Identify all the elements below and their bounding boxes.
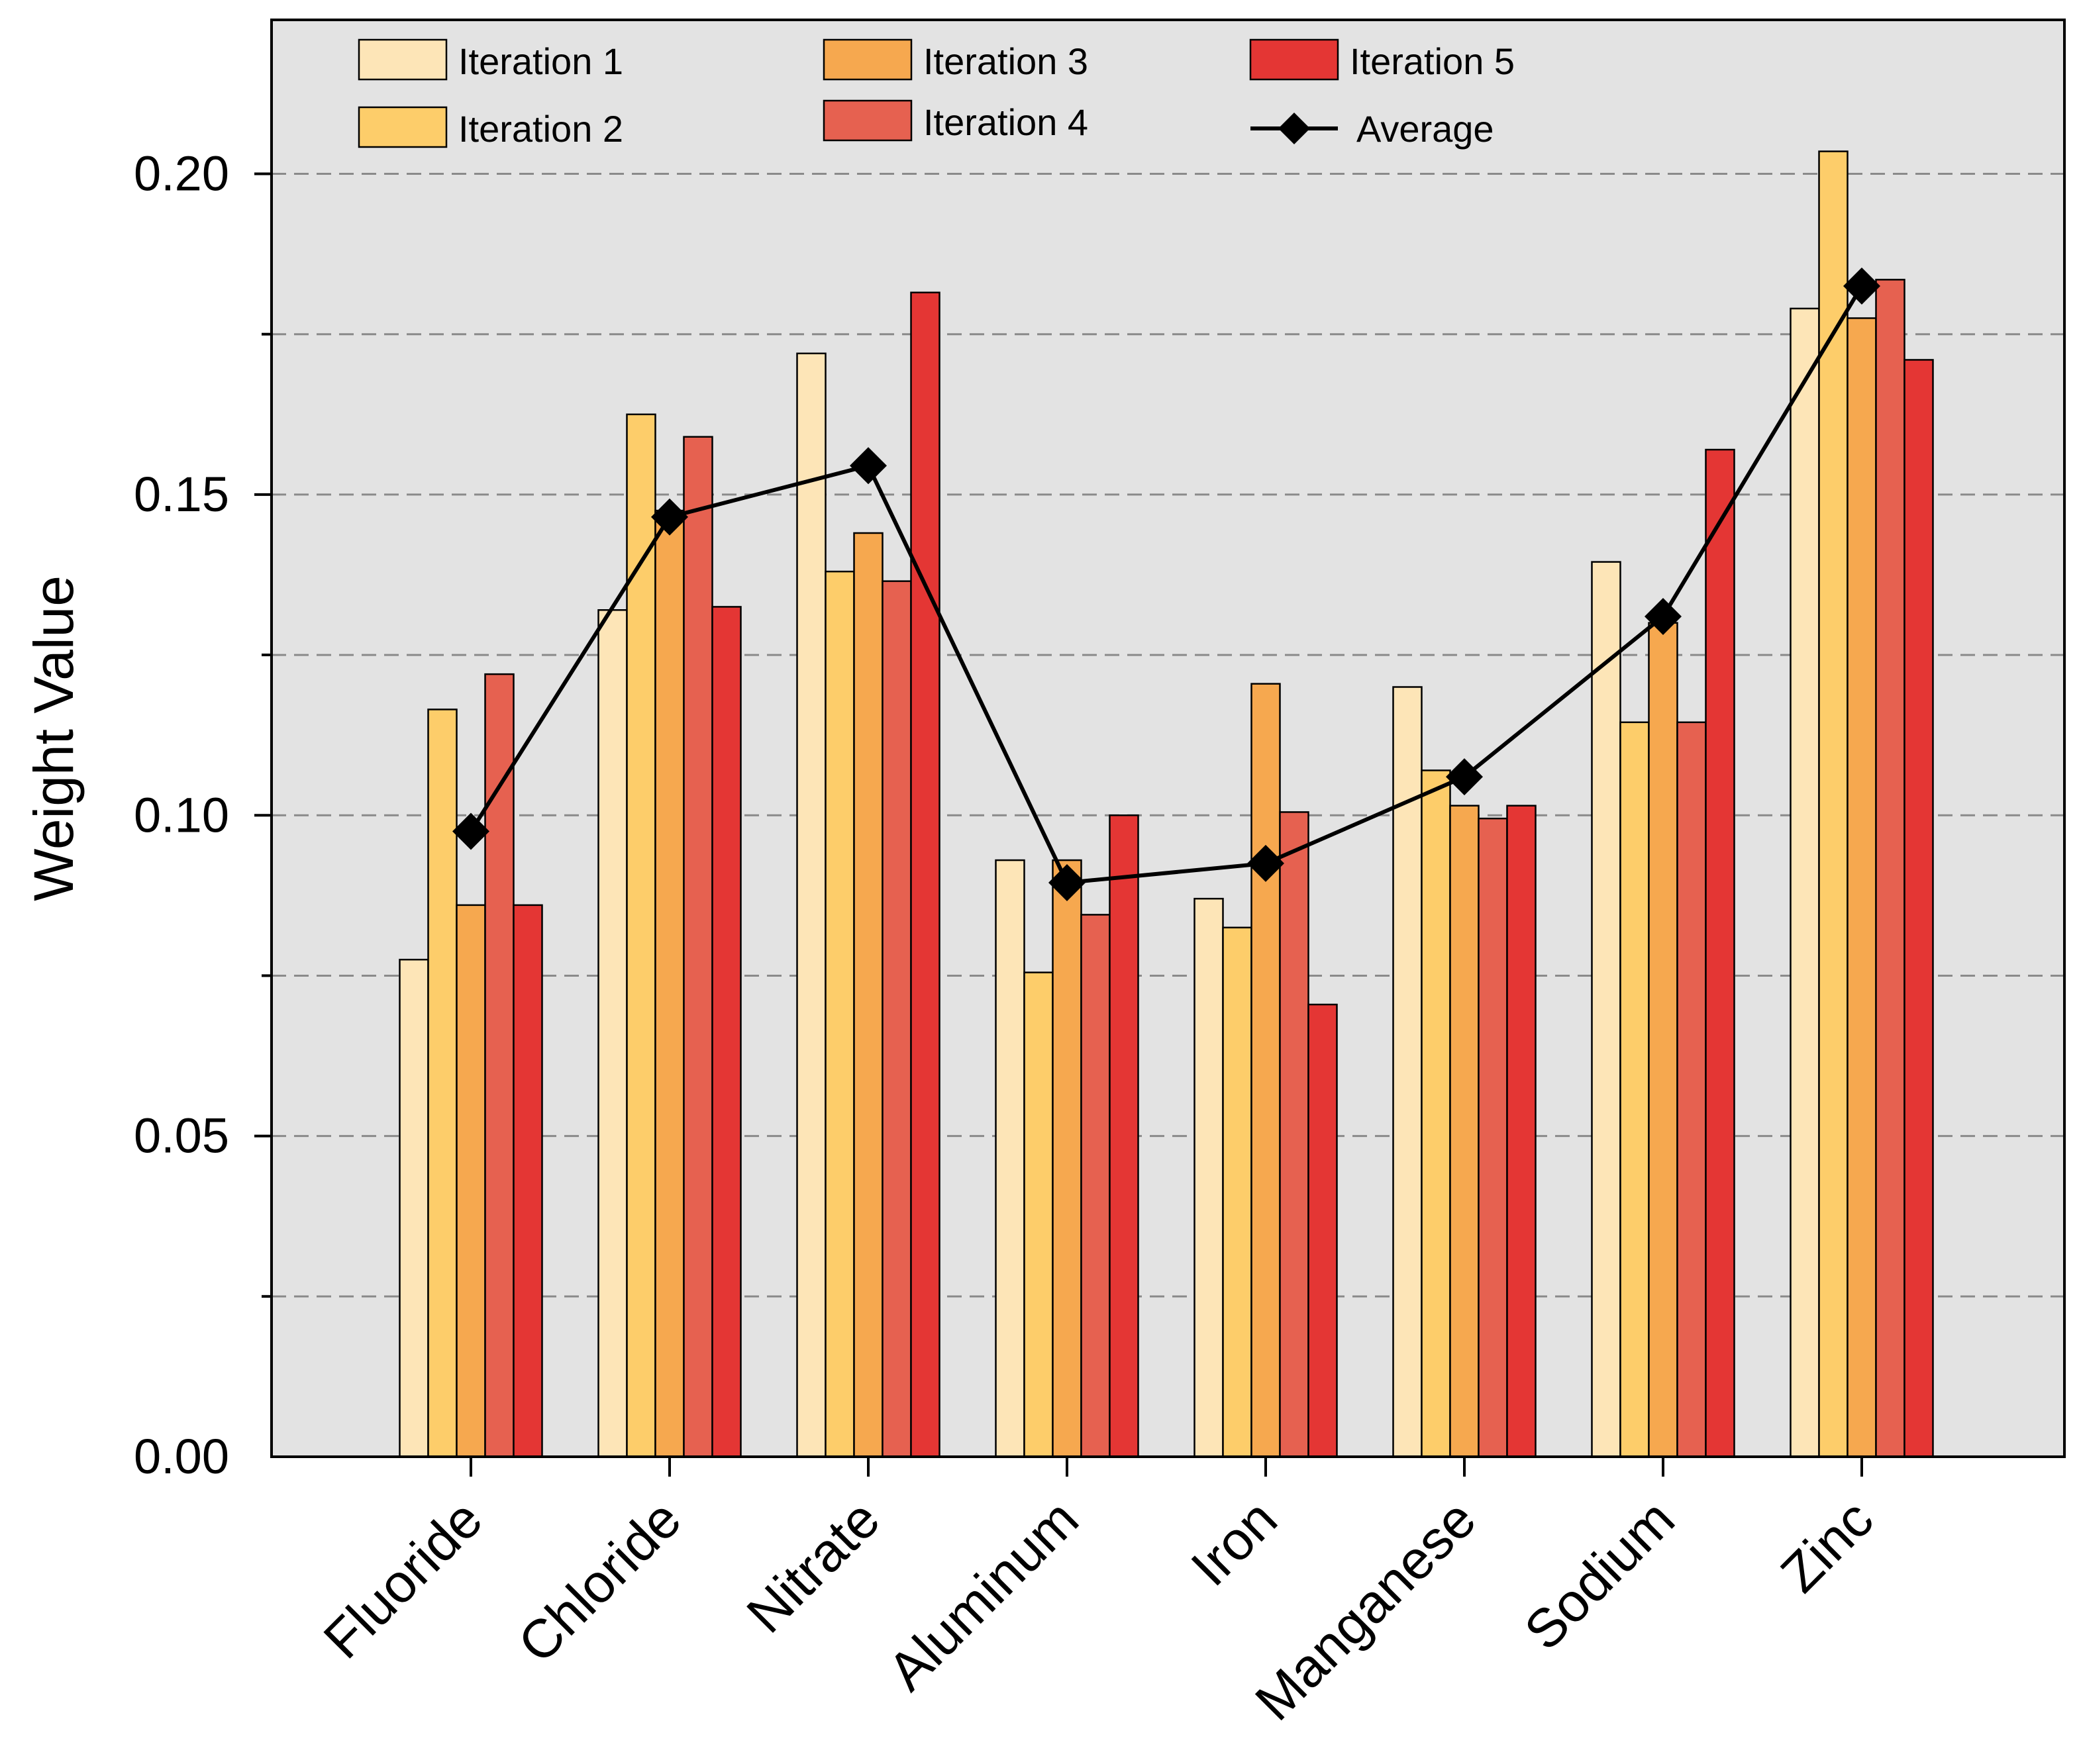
legend: Iteration 1 Iteration 2 Iteration 3 Iterati… <box>358 38 1515 150</box>
legend-swatch <box>358 38 448 81</box>
average-marker <box>1645 597 1682 635</box>
bars-group <box>399 150 1934 1458</box>
bar <box>654 509 685 1458</box>
bar <box>626 413 656 1458</box>
bar <box>1875 279 1905 1458</box>
bar <box>456 904 486 1458</box>
bar <box>683 436 713 1458</box>
legend-label: Iteration 2 <box>458 108 623 150</box>
bar <box>1109 814 1139 1458</box>
bar <box>910 291 940 1458</box>
bar <box>1250 683 1281 1458</box>
bar <box>853 532 884 1458</box>
legend-label: Iteration 5 <box>1350 40 1515 82</box>
x-tick-label: Sodium <box>1513 1489 1686 1661</box>
bar <box>1080 914 1111 1458</box>
legend-label: Average <box>1356 108 1494 150</box>
bar <box>1222 926 1252 1458</box>
bar <box>1478 817 1508 1458</box>
average-marker <box>1843 268 1880 305</box>
plot-area-background <box>272 20 2064 1457</box>
bar <box>1023 971 1054 1458</box>
bar <box>1279 811 1309 1458</box>
average-line <box>469 285 1864 885</box>
x-tick-label: Aluminum <box>877 1489 1090 1702</box>
plot-frame <box>270 19 2066 1458</box>
average-marker <box>1048 863 1086 901</box>
x-tick-label: Fluoride <box>313 1489 494 1670</box>
bar <box>796 352 827 1458</box>
bar <box>1506 805 1537 1458</box>
average-marker <box>452 812 489 850</box>
y-axis: 0.00 0.05 0.10 0.15 0.20 <box>134 146 272 1484</box>
legend-label: Iteration 1 <box>458 40 623 82</box>
bar <box>1676 721 1707 1458</box>
bar <box>1307 1003 1338 1458</box>
legend-label: Iteration 4 <box>923 101 1088 143</box>
average-marker <box>1247 844 1284 882</box>
bar <box>995 859 1025 1458</box>
bar <box>1421 769 1451 1458</box>
legend-swatch <box>358 106 448 148</box>
bar <box>1705 448 1735 1458</box>
bar <box>825 570 855 1458</box>
bar <box>882 580 912 1458</box>
x-tick-label: Nitrate <box>736 1489 891 1644</box>
y-tick-label: 0.00 <box>134 1429 229 1484</box>
legend-swatch <box>823 38 913 81</box>
y-tick-label: 0.20 <box>134 146 229 201</box>
legend-label: Iteration 3 <box>923 40 1088 82</box>
bar <box>1193 897 1224 1458</box>
bar <box>513 904 543 1458</box>
x-tick-label: Zinc <box>1770 1489 1885 1604</box>
x-tick-label: Chloride <box>507 1489 692 1674</box>
bar <box>399 958 429 1458</box>
bar <box>1847 317 1877 1458</box>
bar <box>597 609 628 1458</box>
bar <box>1052 859 1082 1458</box>
gridlines <box>272 173 2064 1298</box>
average-marker <box>1446 758 1483 796</box>
bar <box>711 606 742 1458</box>
average-marker <box>850 447 887 485</box>
y-axis-label: Weight Value <box>23 575 85 901</box>
y-tick-label: 0.05 <box>134 1108 229 1163</box>
bar <box>427 709 458 1458</box>
legend-swatch <box>1249 38 1339 81</box>
bar <box>1648 622 1678 1458</box>
y-tick-label: 0.15 <box>134 467 229 522</box>
x-tick-label: Iron <box>1180 1489 1288 1597</box>
bar <box>1790 307 1820 1458</box>
bar <box>1449 805 1480 1458</box>
legend-swatch <box>823 99 913 142</box>
bar <box>1903 359 1934 1458</box>
legend-average-marker <box>1278 113 1310 144</box>
bar <box>1591 561 1621 1458</box>
bar <box>1619 721 1650 1458</box>
average-line-group <box>452 268 1880 901</box>
average-marker <box>651 498 688 536</box>
bar <box>484 673 515 1458</box>
y-tick-label: 0.10 <box>134 787 229 842</box>
